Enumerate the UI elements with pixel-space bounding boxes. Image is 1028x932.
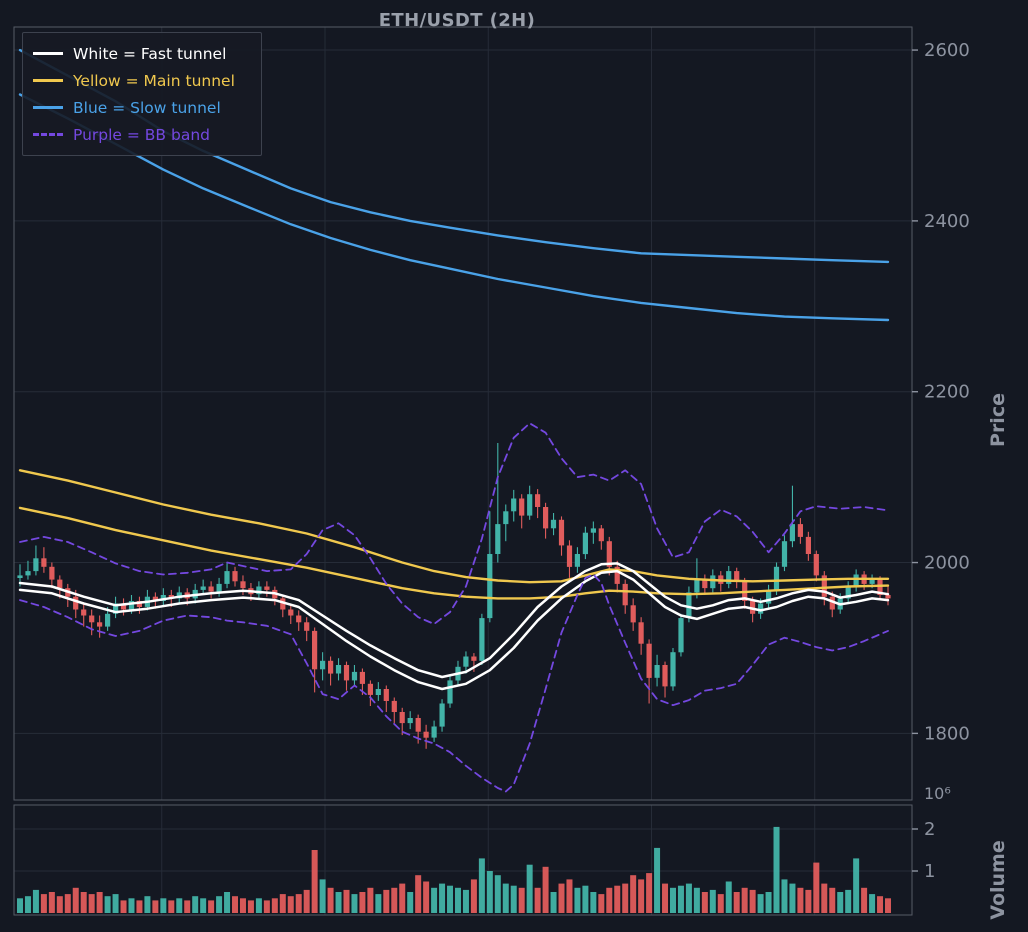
volume-axis-label: Volume bbox=[987, 840, 1009, 919]
fast-tunnel-line-sample bbox=[33, 51, 63, 56]
legend-item-slow-tunnel: Blue = Slow tunnel bbox=[33, 94, 251, 121]
bb_band_upper-line bbox=[19, 422, 889, 625]
main_tunnel_upper-line bbox=[18, 469, 890, 584]
gridlines bbox=[14, 27, 912, 915]
legend-box: White = Fast tunnel Yellow = Main tunnel… bbox=[22, 32, 262, 156]
slow-tunnel-line-sample bbox=[33, 105, 63, 110]
volume-offset-label: 10⁶ bbox=[924, 784, 951, 803]
legend-item-fast-tunnel: White = Fast tunnel bbox=[33, 40, 251, 67]
chart-title: ETH/USDT (2H) bbox=[378, 10, 536, 31]
volume-tick-label: 2 bbox=[924, 819, 935, 840]
price-tick-label: 1800 bbox=[924, 723, 970, 744]
indicator-lines bbox=[18, 48, 890, 793]
main_tunnel_lower-line bbox=[18, 506, 890, 600]
bb-band-line-sample bbox=[33, 133, 63, 136]
price-tick-label: 2600 bbox=[924, 40, 970, 61]
slow_tunnel_lower-line bbox=[18, 93, 890, 322]
volume-bars bbox=[17, 826, 891, 913]
panel-frames bbox=[13, 26, 913, 916]
main-tunnel-line-sample bbox=[33, 78, 63, 83]
volume-tick-label: 1 bbox=[924, 861, 935, 882]
legend-label: Purple = BB band bbox=[73, 125, 210, 144]
price-axis-label: Price bbox=[987, 393, 1009, 447]
axis-labels: 2600 2400 2200 2000 1800 2 1 10⁶ Price Volume bbox=[912, 40, 1009, 920]
bb_band_lower-line bbox=[19, 573, 889, 793]
price-tick-label: 2400 bbox=[924, 211, 970, 232]
price-tick-label: 2200 bbox=[924, 382, 970, 403]
legend-item-main-tunnel: Yellow = Main tunnel bbox=[33, 67, 251, 94]
fast_tunnel_upper-line bbox=[18, 562, 890, 679]
legend-label: Blue = Slow tunnel bbox=[73, 98, 221, 117]
legend-item-bb-band: Purple = BB band bbox=[33, 121, 251, 148]
legend-label: White = Fast tunnel bbox=[73, 44, 227, 63]
legend-label: Yellow = Main tunnel bbox=[73, 71, 235, 90]
price-tick-label: 2000 bbox=[924, 553, 970, 574]
fast_tunnel_lower-line bbox=[18, 569, 890, 691]
